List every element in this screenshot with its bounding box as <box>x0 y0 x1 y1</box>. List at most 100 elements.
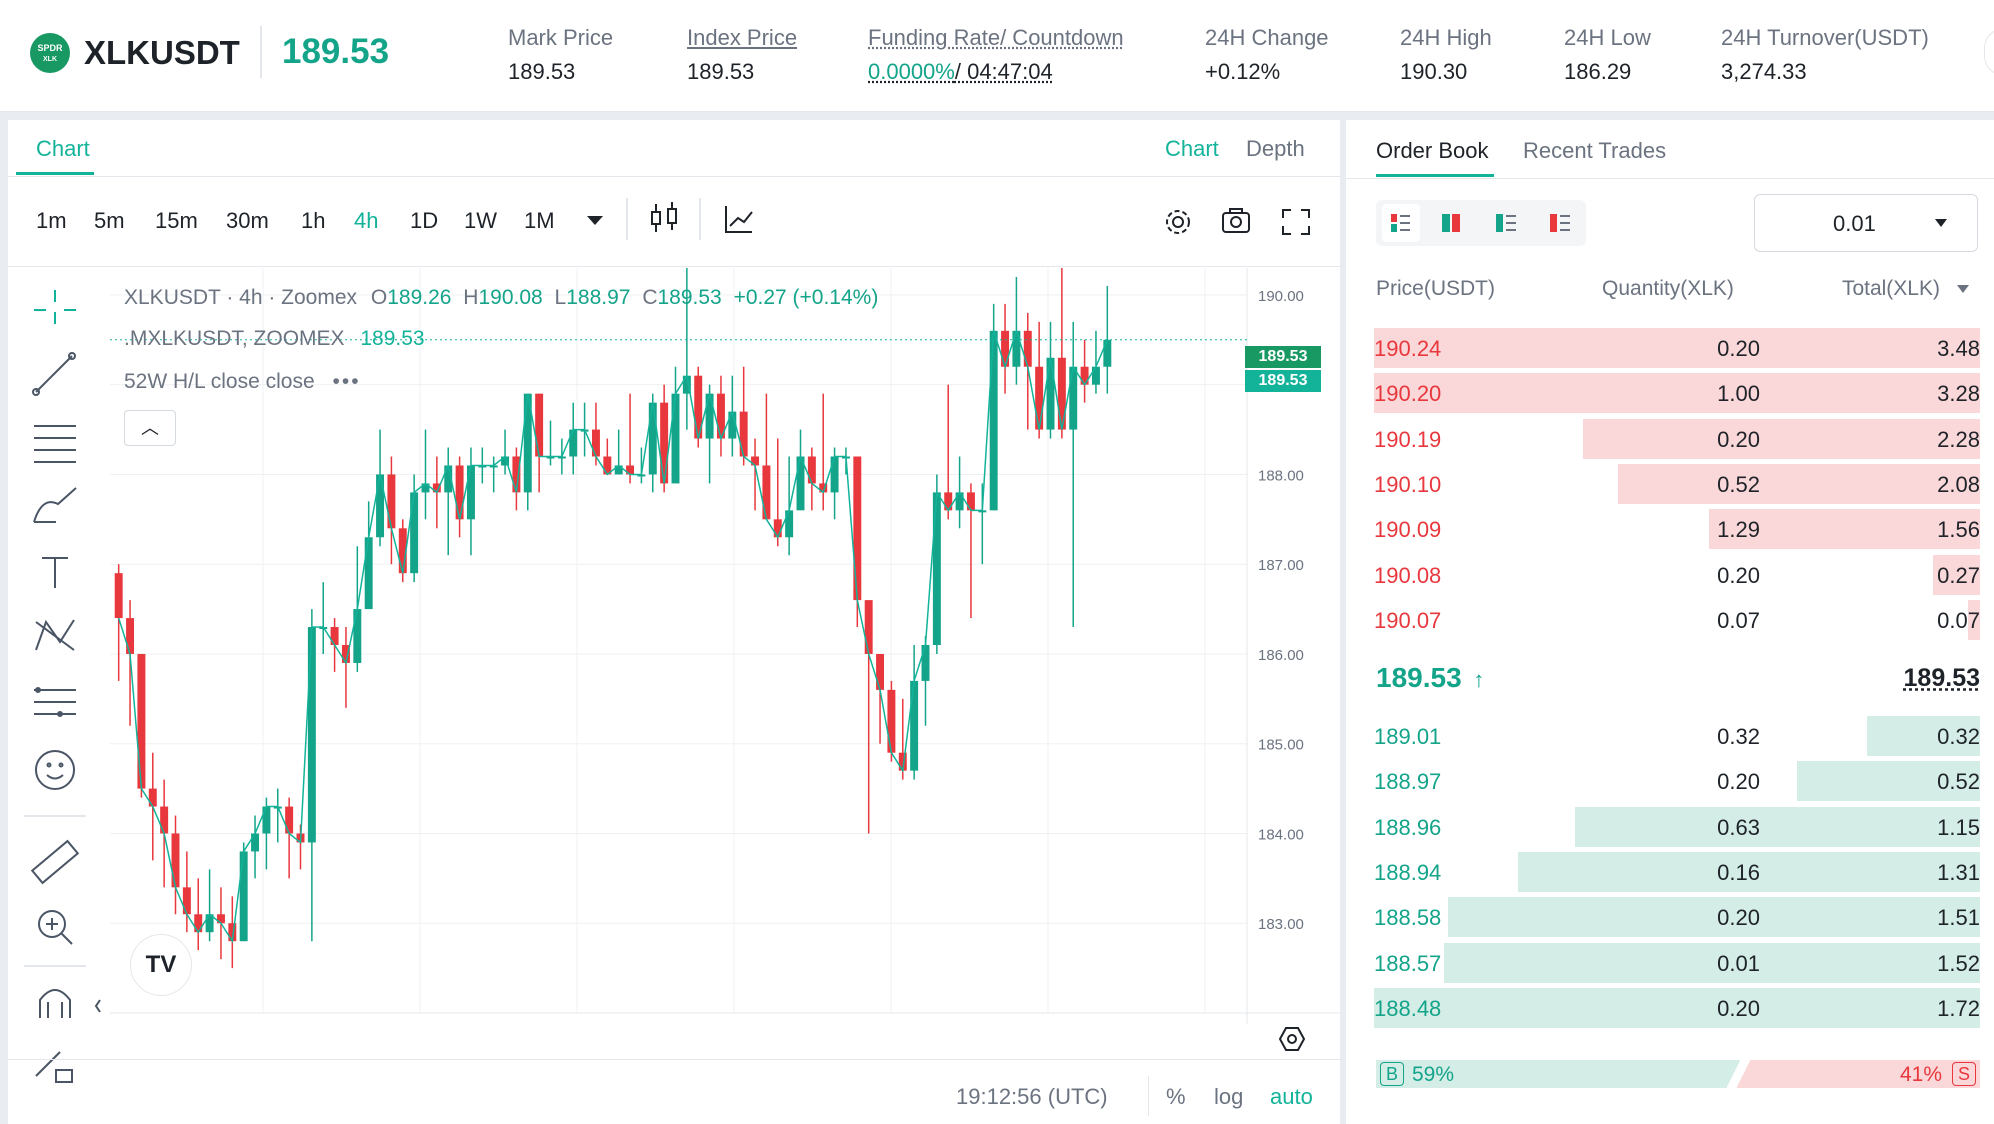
candle-body <box>660 402 669 484</box>
stat-funding-rate[interactable]: Funding Rate/ Countdown 0.0000%/ 04:47:0… <box>868 25 1124 85</box>
stat-value: 189.53 <box>508 59 576 84</box>
asks-row[interactable]: 190.07 0.07 0.07 <box>1374 598 1980 640</box>
chart-settings-icon[interactable] <box>1274 1024 1310 1054</box>
view-split-icon[interactable] <box>1442 214 1460 232</box>
legend-h-label: H <box>463 286 479 309</box>
asks-row[interactable]: 190.08 0.20 0.27 <box>1374 553 1980 595</box>
crosshair-icon[interactable] <box>34 290 76 324</box>
bids-row[interactable]: 188.58 0.20 1.51 <box>1374 895 1980 938</box>
fib-levels-icon[interactable] <box>34 687 76 717</box>
index-legend: .MXLKUSDT, ZOOMEX 189.53 <box>124 327 425 351</box>
sort-down-icon[interactable] <box>1956 284 1970 294</box>
asks-row[interactable]: 190.10 0.52 2.08 <box>1374 462 1980 504</box>
candle-body <box>376 474 385 538</box>
bids-row[interactable]: 188.97 0.20 0.52 <box>1374 759 1980 802</box>
mark-price-value[interactable]: 189.53 <box>1903 664 1980 692</box>
interval-1d[interactable]: 1D <box>410 208 439 233</box>
asks-row[interactable]: 190.09 1.29 1.56 <box>1374 507 1980 550</box>
text-tool-icon[interactable] <box>42 557 68 588</box>
precision-select[interactable]: 0.01 <box>1754 194 1978 252</box>
tab-recent-trades[interactable]: Recent Trades <box>1523 138 1667 163</box>
tradingview-logo-icon[interactable]: TV <box>130 934 192 996</box>
indicator-legend[interactable]: 52W H/L close close ••• <box>124 370 361 394</box>
interval-5m[interactable]: 5m <box>94 208 125 233</box>
indicators-icon[interactable] <box>725 206 753 233</box>
interval-30m[interactable]: 30m <box>226 208 269 233</box>
col-total-header[interactable]: Total(XLK) <box>1841 277 1940 300</box>
brush-icon[interactable] <box>33 487 77 523</box>
candle-body <box>421 483 430 493</box>
bids-row[interactable]: 188.48 0.20 1.72 <box>1374 986 1980 1028</box>
pattern-icon[interactable] <box>35 619 75 651</box>
trend-line-icon[interactable] <box>32 352 76 396</box>
percent-scale-toggle[interactable]: % <box>1166 1084 1186 1109</box>
collapse-legend-button[interactable]: ︿ <box>124 410 176 446</box>
candle-body <box>557 456 566 459</box>
tab-chart-left[interactable]: Chart <box>36 136 90 161</box>
asks-row[interactable]: 190.24 0.20 3.48 <box>1374 326 1980 368</box>
candle-body <box>887 689 896 753</box>
interval-1h[interactable]: 1h <box>301 208 326 233</box>
settings-gear-icon[interactable] <box>1166 210 1190 234</box>
more-dots-icon[interactable]: ••• <box>332 370 361 393</box>
candlestick-chart[interactable]: 190.00189.00188.00187.00186.00185.00184.… <box>110 268 1340 1024</box>
row-total: 3.48 <box>1937 336 1980 361</box>
depth-bar <box>1797 761 1980 802</box>
mid-price: 189.53 ↑ <box>1376 662 1484 694</box>
fullscreen-icon[interactable] <box>1282 209 1310 235</box>
depth-bar <box>1447 897 1980 938</box>
magnet-icon[interactable] <box>39 989 71 1018</box>
stat-index-price[interactable]: Index Price 189.53 <box>687 25 797 85</box>
bids-row[interactable]: 189.01 0.32 0.32 <box>1374 714 1980 756</box>
log-scale-toggle[interactable]: log <box>1214 1084 1244 1109</box>
tab-depth[interactable]: Depth <box>1246 136 1305 161</box>
row-price: 188.58 <box>1374 905 1442 931</box>
asks-row[interactable]: 190.19 0.20 2.28 <box>1374 417 1980 459</box>
stat-label[interactable]: Funding Rate/ Countdown <box>868 25 1124 50</box>
row-total: 2.08 <box>1937 471 1980 497</box>
price-axis: 190.00189.00188.00187.00186.00185.00184.… <box>1258 288 1304 933</box>
candle-body <box>194 914 203 933</box>
emoji-icon[interactable] <box>35 750 75 790</box>
horizontal-lines-icon[interactable] <box>34 425 76 463</box>
sell-ratio-bar <box>1736 1060 1980 1088</box>
candle-style-icon[interactable] <box>651 202 677 232</box>
candle-body <box>807 456 816 484</box>
interval-4h[interactable]: 4h <box>354 208 379 233</box>
stat-24h-high: 24H High 190.30 <box>1400 25 1492 85</box>
row-total: 2.28 <box>1937 426 1980 452</box>
row-total: 1.56 <box>1937 517 1980 543</box>
bids-row[interactable]: 188.57 0.01 1.52 <box>1374 941 1980 983</box>
symbol-name[interactable]: XLKUSDT <box>84 34 240 71</box>
interval-15m[interactable]: 15m <box>155 208 198 233</box>
stat-label[interactable]: Index Price <box>687 25 798 50</box>
stat-label: 24H High <box>1400 25 1492 50</box>
camera-icon[interactable] <box>1222 208 1250 233</box>
header-more-button[interactable] <box>1984 28 1994 76</box>
bids-row[interactable]: 188.96 0.63 1.15 <box>1374 805 1980 847</box>
lock-draw-icon[interactable] <box>35 1051 73 1083</box>
ruler-icon[interactable] <box>30 839 80 885</box>
interval-dropdown-icon[interactable] <box>587 216 603 225</box>
zoom-in-icon[interactable] <box>38 910 73 945</box>
collapse-toolbar-icon[interactable] <box>94 999 101 1013</box>
asks-row[interactable]: 190.20 1.00 3.28 <box>1374 371 1980 414</box>
view-both-icon[interactable] <box>1382 204 1420 242</box>
legend-low: 188.97 <box>566 286 631 309</box>
candle-body <box>876 653 885 690</box>
interval-1m-month[interactable]: 1M <box>524 208 555 233</box>
candle-body <box>966 492 975 511</box>
auto-scale-toggle[interactable]: auto <box>1270 1084 1313 1109</box>
tab-order-book[interactable]: Order Book <box>1376 138 1489 163</box>
chart-grid <box>110 268 1247 1013</box>
view-bids-icon[interactable] <box>1496 214 1516 232</box>
candle-body <box>387 474 396 529</box>
last-price: 189.53 <box>282 32 390 71</box>
interval-1m[interactable]: 1m <box>36 208 67 233</box>
bids-row[interactable]: 188.94 0.16 1.31 <box>1374 850 1980 892</box>
view-asks-icon[interactable] <box>1550 214 1570 232</box>
funding-rate-value: 0.0000% <box>868 59 955 84</box>
interval-1w[interactable]: 1W <box>464 208 497 233</box>
candle-body <box>1103 339 1112 367</box>
tab-chart[interactable]: Chart <box>1165 136 1219 161</box>
